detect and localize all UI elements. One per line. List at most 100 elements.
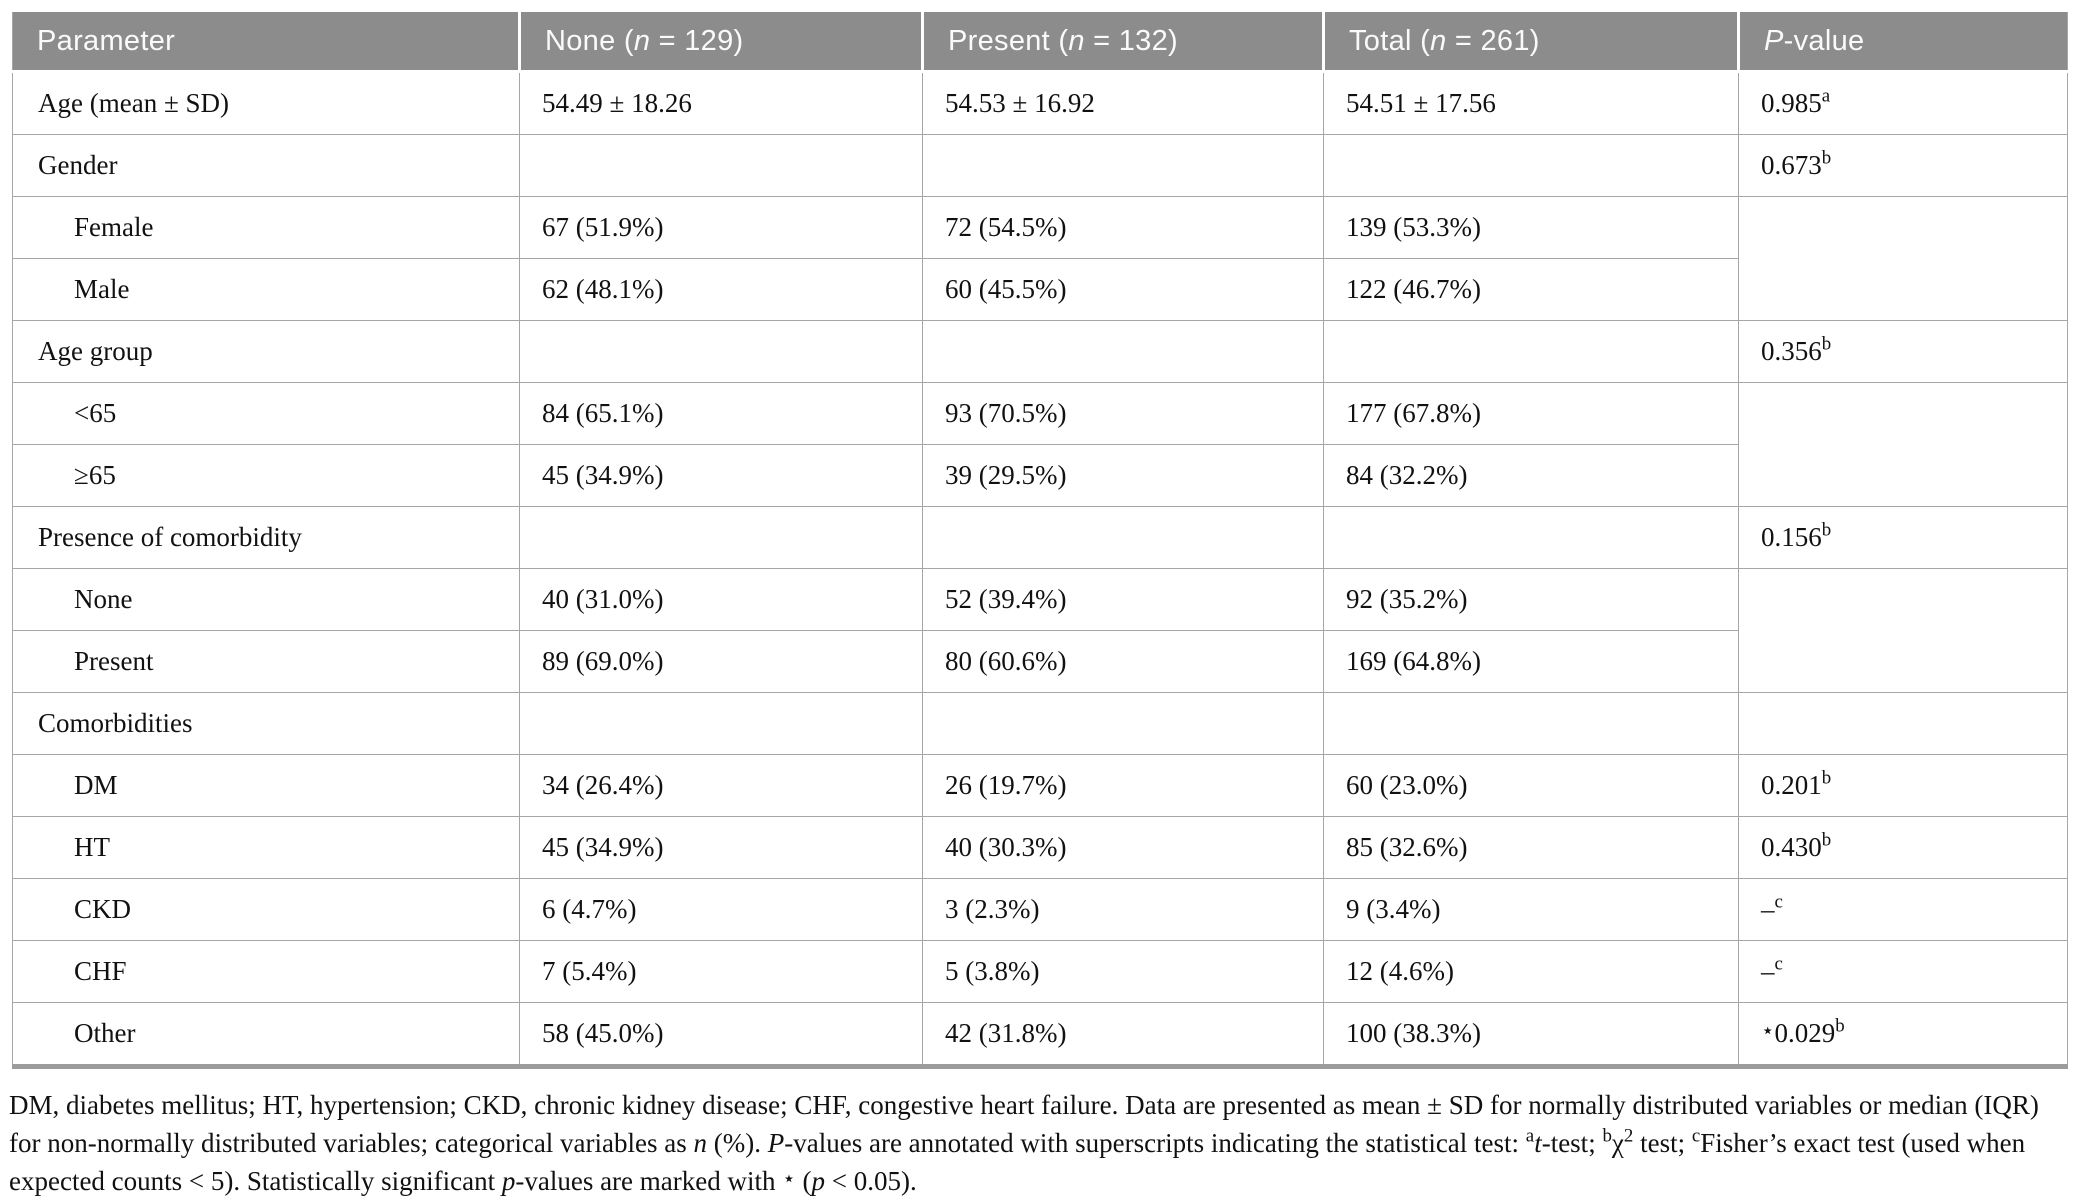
cell-none: 40 (31.0%) <box>519 568 923 631</box>
column-header-parameter: Parameter <box>12 12 520 73</box>
table-row: Other 58 (45.0%) 42 (31.8%) 100 (38.3%) ⋆0.0… <box>12 1002 2068 1067</box>
cell-total: 100 (38.3%) <box>1323 1002 1739 1067</box>
table-row: None 40 (31.0%) 52 (39.4%) 92 (35.2%) <box>12 568 2068 693</box>
table-footnote: DM, diabetes mellitus; HT, hypertension;… <box>9 1090 2039 1196</box>
cell-parameter: CKD <box>12 878 520 941</box>
cell-parameter: Age group <box>12 320 520 383</box>
cell-parameter: Presence of comorbidity <box>12 506 520 569</box>
table-row: ≥65 45 (34.9%) 39 (29.5%) 84 (32.2%) <box>12 444 2068 507</box>
table-row: Comorbidities <box>12 692 2068 755</box>
cell-none: 45 (34.9%) <box>519 444 923 507</box>
cell-none: 45 (34.9%) <box>519 816 923 879</box>
cell-present: 42 (31.8%) <box>922 1002 1324 1067</box>
cell-none: 67 (51.9%) <box>519 196 923 259</box>
cell-none <box>519 134 923 197</box>
cell-none: 62 (48.1%) <box>519 258 923 321</box>
cell-parameter: HT <box>12 816 520 879</box>
cell-parameter: Age (mean ± SD) <box>12 71 520 135</box>
cell-none <box>519 692 923 755</box>
column-header-none: None (n = 129) <box>518 12 923 73</box>
cell-total <box>1323 506 1739 569</box>
cell-none: 34 (26.4%) <box>519 754 923 817</box>
cell-p-value: –c <box>1738 878 2068 941</box>
cell-p-value: ⋆0.029b <box>1738 1002 2068 1067</box>
cell-parameter: Present <box>12 630 520 693</box>
table-row: Age group 0.356b <box>12 320 2068 383</box>
cell-total: 85 (32.6%) <box>1323 816 1739 879</box>
cell-total: 54.51 ± 17.56 <box>1323 71 1739 135</box>
cell-present: 60 (45.5%) <box>922 258 1324 321</box>
column-header-p-value: P-value <box>1737 12 2068 73</box>
cell-total <box>1323 134 1739 197</box>
cell-p-value <box>1738 196 2068 321</box>
cell-p-value: 0.201b <box>1738 754 2068 817</box>
cell-p-value: 0.156b <box>1738 506 2068 569</box>
cell-parameter: ≥65 <box>12 444 520 507</box>
cell-parameter: Gender <box>12 134 520 197</box>
cell-none <box>519 320 923 383</box>
cell-total: 60 (23.0%) <box>1323 754 1739 817</box>
cell-total: 139 (53.3%) <box>1323 196 1739 259</box>
cell-present: 72 (54.5%) <box>922 196 1324 259</box>
table-row: <65 84 (65.1%) 93 (70.5%) 177 (67.8%) <box>12 382 2068 507</box>
table-row: HT 45 (34.9%) 40 (30.3%) 85 (32.6%) 0.430b <box>12 816 2068 879</box>
cell-present: 5 (3.8%) <box>922 940 1324 1003</box>
cell-present: 26 (19.7%) <box>922 754 1324 817</box>
cell-none: 89 (69.0%) <box>519 630 923 693</box>
cell-none: 58 (45.0%) <box>519 1002 923 1067</box>
cell-parameter: Comorbidities <box>12 692 520 755</box>
table-row: Present 89 (69.0%) 80 (60.6%) 169 (64.8%) <box>12 630 2068 693</box>
cell-total: 12 (4.6%) <box>1323 940 1739 1003</box>
cell-total: 169 (64.8%) <box>1323 630 1739 693</box>
column-header-present: Present (n = 132) <box>921 12 1324 73</box>
cell-present: 40 (30.3%) <box>922 816 1324 879</box>
cell-p-value <box>1738 568 2068 693</box>
cell-present: 3 (2.3%) <box>922 878 1324 941</box>
table-row: CHF 7 (5.4%) 5 (3.8%) 12 (4.6%) –c <box>12 940 2068 1003</box>
cell-present: 54.53 ± 16.92 <box>922 71 1324 135</box>
cell-parameter: Male <box>12 258 520 321</box>
cell-parameter: CHF <box>12 940 520 1003</box>
cell-none: 84 (65.1%) <box>519 382 923 445</box>
cell-present <box>922 506 1324 569</box>
cell-total: 84 (32.2%) <box>1323 444 1739 507</box>
cell-none: 6 (4.7%) <box>519 878 923 941</box>
table-row: Male 62 (48.1%) 60 (45.5%) 122 (46.7%) <box>12 258 2068 321</box>
cell-none <box>519 506 923 569</box>
baseline-characteristics-table: Parameter None (n = 129) Present (n = 132)… <box>12 12 2068 1069</box>
cell-none: 7 (5.4%) <box>519 940 923 1003</box>
cell-p-value <box>1738 382 2068 507</box>
table-row: Presence of comorbidity 0.156b <box>12 506 2068 569</box>
cell-present: 39 (29.5%) <box>922 444 1324 507</box>
cell-parameter: DM <box>12 754 520 817</box>
cell-total: 9 (3.4%) <box>1323 878 1739 941</box>
cell-none: 54.49 ± 18.26 <box>519 71 923 135</box>
cell-present: 52 (39.4%) <box>922 568 1324 631</box>
cell-total: 92 (35.2%) <box>1323 568 1739 631</box>
cell-total: 177 (67.8%) <box>1323 382 1739 445</box>
column-header-total: Total (n = 261) <box>1322 12 1739 73</box>
table-header-row: Parameter None (n = 129) Present (n = 132)… <box>12 12 2068 73</box>
cell-present: 93 (70.5%) <box>922 382 1324 445</box>
table-row: DM 34 (26.4%) 26 (19.7%) 60 (23.0%) 0.201b <box>12 754 2068 817</box>
table-row: Gender 0.673b <box>12 134 2068 197</box>
cell-parameter: <65 <box>12 382 520 445</box>
cell-present: 80 (60.6%) <box>922 630 1324 693</box>
cell-parameter: Female <box>12 196 520 259</box>
cell-present <box>922 692 1324 755</box>
cell-present <box>922 134 1324 197</box>
cell-p-value <box>1738 692 2068 755</box>
cell-total <box>1323 320 1739 383</box>
cell-p-value: 0.430b <box>1738 816 2068 879</box>
table-row: Age (mean ± SD) 54.49 ± 18.26 54.53 ± 16.9… <box>12 71 2068 135</box>
cell-p-value: 0.673b <box>1738 134 2068 197</box>
cell-p-value: –c <box>1738 940 2068 1003</box>
table-row: CKD 6 (4.7%) 3 (2.3%) 9 (3.4%) –c <box>12 878 2068 941</box>
cell-total <box>1323 692 1739 755</box>
cell-parameter: Other <box>12 1002 520 1067</box>
cell-total: 122 (46.7%) <box>1323 258 1739 321</box>
cell-p-value: 0.356b <box>1738 320 2068 383</box>
table-row: Female 67 (51.9%) 72 (54.5%) 139 (53.3%) <box>12 196 2068 321</box>
cell-present <box>922 320 1324 383</box>
